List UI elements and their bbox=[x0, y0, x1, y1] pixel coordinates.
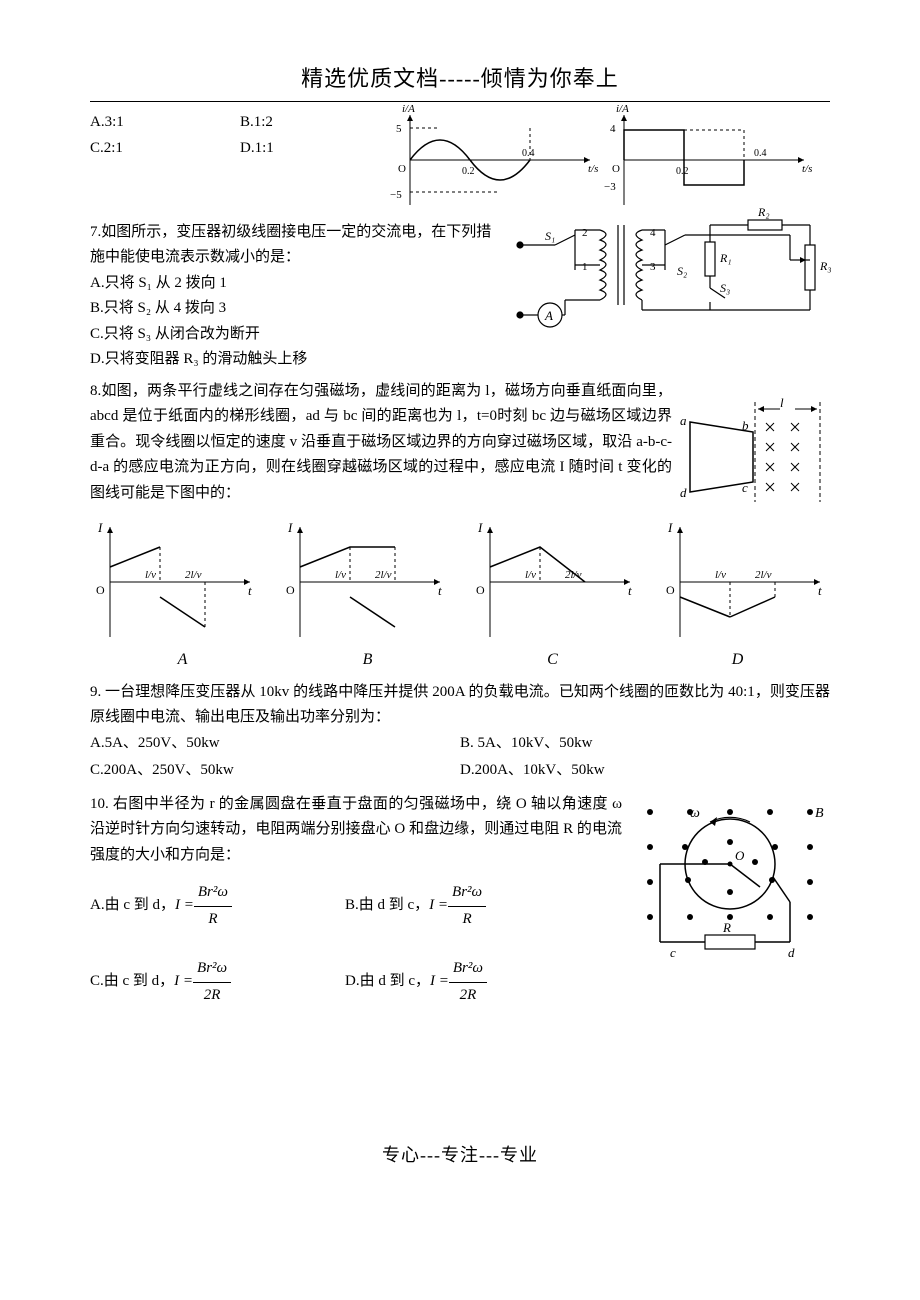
svg-text:i/A: i/A bbox=[402, 103, 415, 115]
svg-text:O: O bbox=[96, 583, 105, 597]
svg-text:l/v: l/v bbox=[525, 569, 536, 581]
q9-stem: 9. 一台理想降压变压器从 10kv 的线路中降压并提供 200A 的负载电流。… bbox=[90, 680, 830, 731]
svg-text:0.4: 0.4 bbox=[754, 148, 767, 159]
svg-text:0.4: 0.4 bbox=[522, 148, 535, 159]
q9-opt-d: D.200A、10kV、50kw bbox=[460, 758, 830, 784]
q10-opt-c: C.由 c 到 d， I = Br²ω2R bbox=[90, 956, 345, 1008]
svg-text:O: O bbox=[286, 583, 295, 597]
q8-graph-a: I t O l/v 2l/v bbox=[90, 522, 260, 642]
svg-text:d: d bbox=[788, 945, 795, 960]
svg-text:1: 1 bbox=[582, 261, 588, 273]
svg-text:5: 5 bbox=[396, 123, 402, 135]
q6-opt-d: D.1:1 bbox=[240, 136, 390, 162]
page-header: 精选优质文档-----倾情为你奉上 bbox=[90, 60, 830, 97]
q8-label-c: C bbox=[468, 646, 638, 673]
svg-text:R₁: R₁ bbox=[719, 251, 732, 265]
page-footer: 专心---专注---专业 bbox=[90, 1140, 830, 1171]
svg-text:0.2: 0.2 bbox=[462, 166, 475, 177]
svg-text:−3: −3 bbox=[604, 181, 616, 193]
q7-circuit: S₁ 2 1 4 bbox=[510, 220, 830, 350]
q6-opt-b: B.1:2 bbox=[240, 110, 390, 136]
svg-text:l: l bbox=[780, 395, 784, 410]
svg-text:t/s: t/s bbox=[588, 163, 598, 175]
q6-sine-graph: i/A t/s 5 −5 O 0.2 0.4 bbox=[390, 110, 600, 210]
svg-text:l/v: l/v bbox=[335, 569, 346, 581]
svg-text:−5: −5 bbox=[390, 189, 402, 201]
svg-text:R: R bbox=[722, 920, 731, 935]
svg-text:b: b bbox=[742, 418, 749, 433]
q8-label-b: B bbox=[283, 646, 453, 673]
svg-text:I: I bbox=[667, 520, 673, 535]
svg-text:ω: ω bbox=[690, 806, 700, 821]
svg-text:t: t bbox=[438, 583, 442, 598]
svg-text:i/A: i/A bbox=[616, 103, 629, 115]
q9-opt-b: B. 5A、10kV、50kw bbox=[460, 731, 830, 757]
svg-text:2l/v: 2l/v bbox=[185, 569, 202, 581]
header-rule bbox=[90, 101, 830, 102]
svg-text:2l/v: 2l/v bbox=[565, 569, 582, 581]
q10-opt-d: D.由 d 到 c， I = Br²ω2R bbox=[345, 956, 600, 1008]
svg-text:t: t bbox=[248, 583, 252, 598]
q6-opt-a: A.3:1 bbox=[90, 110, 240, 136]
svg-text:t: t bbox=[818, 583, 822, 598]
svg-text:R₃: R₃ bbox=[819, 259, 832, 273]
q6-opt-c: C.2:1 bbox=[90, 136, 240, 162]
svg-text:c: c bbox=[742, 480, 748, 495]
svg-text:2: 2 bbox=[582, 227, 588, 239]
svg-text:t/s: t/s bbox=[802, 163, 812, 175]
svg-text:O: O bbox=[735, 848, 745, 863]
svg-text:l/v: l/v bbox=[715, 569, 726, 581]
svg-text:A: A bbox=[544, 308, 553, 323]
q8-label-a: A bbox=[98, 646, 268, 673]
svg-text:2l/v: 2l/v bbox=[375, 569, 392, 581]
q10-opt-a: A.由 c 到 d， I = Br²ωR bbox=[90, 880, 345, 932]
svg-text:0.2: 0.2 bbox=[676, 166, 689, 177]
q9-opt-a: A.5A、250V、50kw bbox=[90, 731, 460, 757]
svg-text:S₂: S₂ bbox=[677, 264, 687, 278]
svg-text:B: B bbox=[815, 806, 824, 821]
svg-text:I: I bbox=[477, 520, 483, 535]
q9-opt-c: C.200A、250V、50kw bbox=[90, 758, 460, 784]
svg-text:S₃: S₃ bbox=[720, 281, 730, 295]
svg-text:I: I bbox=[97, 520, 103, 535]
q6-square-graph: i/A t/s 4 −3 O 0.2 0.4 bbox=[604, 110, 814, 210]
svg-text:2l/v: 2l/v bbox=[755, 569, 772, 581]
svg-text:d: d bbox=[680, 485, 687, 500]
q10-opt-b: B.由 d 到 c， I = Br²ωR bbox=[345, 880, 600, 932]
svg-text:O: O bbox=[476, 583, 485, 597]
q8-graph-c: I t O l/v 2l/v bbox=[470, 522, 640, 642]
svg-text:a: a bbox=[680, 413, 687, 428]
svg-text:O: O bbox=[612, 163, 620, 175]
svg-text:O: O bbox=[666, 583, 675, 597]
svg-text:S₁: S₁ bbox=[545, 229, 555, 243]
svg-text:4: 4 bbox=[610, 123, 616, 135]
q8-label-d: D bbox=[653, 646, 823, 673]
q8-field-figure: l a b c d bbox=[680, 397, 830, 507]
svg-text:I: I bbox=[287, 520, 293, 535]
svg-text:O: O bbox=[398, 163, 406, 175]
q8-graph-d: I t O l/v 2l/v bbox=[660, 522, 830, 642]
svg-text:t: t bbox=[628, 583, 632, 598]
svg-text:l/v: l/v bbox=[145, 569, 156, 581]
svg-text:c: c bbox=[670, 945, 676, 960]
svg-text:3: 3 bbox=[650, 261, 656, 273]
q8-graph-b: I t O l/v 2l/v bbox=[280, 522, 450, 642]
svg-text:4: 4 bbox=[650, 227, 656, 239]
q10-disk-figure: O ω B R c d bbox=[630, 792, 830, 962]
